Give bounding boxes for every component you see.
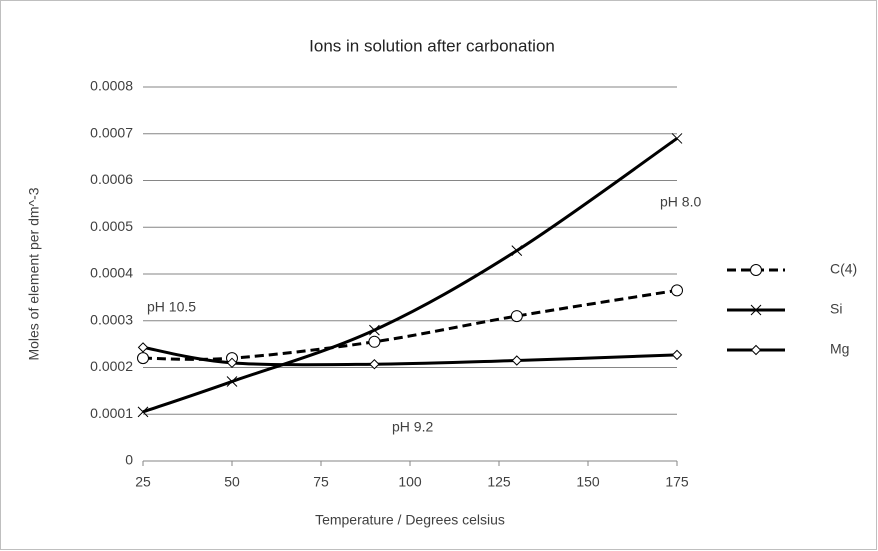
data-point: [671, 349, 683, 361]
series-line: [142, 345, 678, 367]
y-tick-label: 0.0004: [90, 265, 133, 281]
x-tick-label: 100: [398, 474, 422, 490]
x-tick-label: 175: [665, 474, 689, 490]
y-axis-label: Moles of element per dm^-3: [26, 187, 42, 360]
y-tick-label: 0.0007: [90, 124, 133, 140]
x-tick-label: 50: [224, 474, 240, 490]
x-axis-label: Temperature / Degrees celsius: [315, 512, 505, 528]
data-point: [226, 376, 238, 387]
data-point: [137, 342, 149, 353]
annotation: pH 9.2: [392, 419, 433, 435]
data-point: [671, 284, 683, 297]
legend-label: Mg: [830, 341, 849, 357]
data-point: [369, 324, 380, 336]
legend-label: Si: [830, 301, 842, 317]
y-tick-label: 0.0008: [90, 78, 133, 94]
data-point: [511, 355, 523, 366]
data-point: [510, 310, 523, 323]
data-point: [671, 133, 683, 144]
series-line: [142, 137, 678, 414]
y-tick-label: 0.0002: [90, 358, 133, 374]
y-tick-label: 0.0005: [90, 218, 133, 234]
x-tick-label: 25: [135, 474, 151, 490]
data-point: [368, 335, 381, 348]
chart-title: Ions in solution after carbonation: [309, 36, 555, 55]
data-point: [369, 359, 380, 370]
data-point: [137, 406, 149, 418]
y-tick-label: 0.0006: [90, 171, 133, 187]
data-point: [137, 352, 149, 365]
y-tick-label: 0.0001: [90, 405, 133, 421]
annotation: pH 8.0: [660, 194, 701, 210]
legend-marker: [750, 264, 762, 276]
legend-label: C(4): [830, 261, 857, 277]
y-tick-label: 0.0003: [90, 311, 133, 327]
x-tick-label: 125: [487, 474, 511, 490]
legend-marker: [750, 344, 762, 356]
x-tick-label: 75: [313, 474, 329, 490]
legend-marker: [750, 304, 762, 316]
data-point: [511, 245, 523, 256]
x-tick-label: 150: [576, 474, 600, 490]
annotation: pH 10.5: [147, 299, 196, 315]
series-line: [142, 288, 678, 361]
y-tick-label: 0: [125, 452, 133, 468]
data-point: [226, 357, 238, 369]
